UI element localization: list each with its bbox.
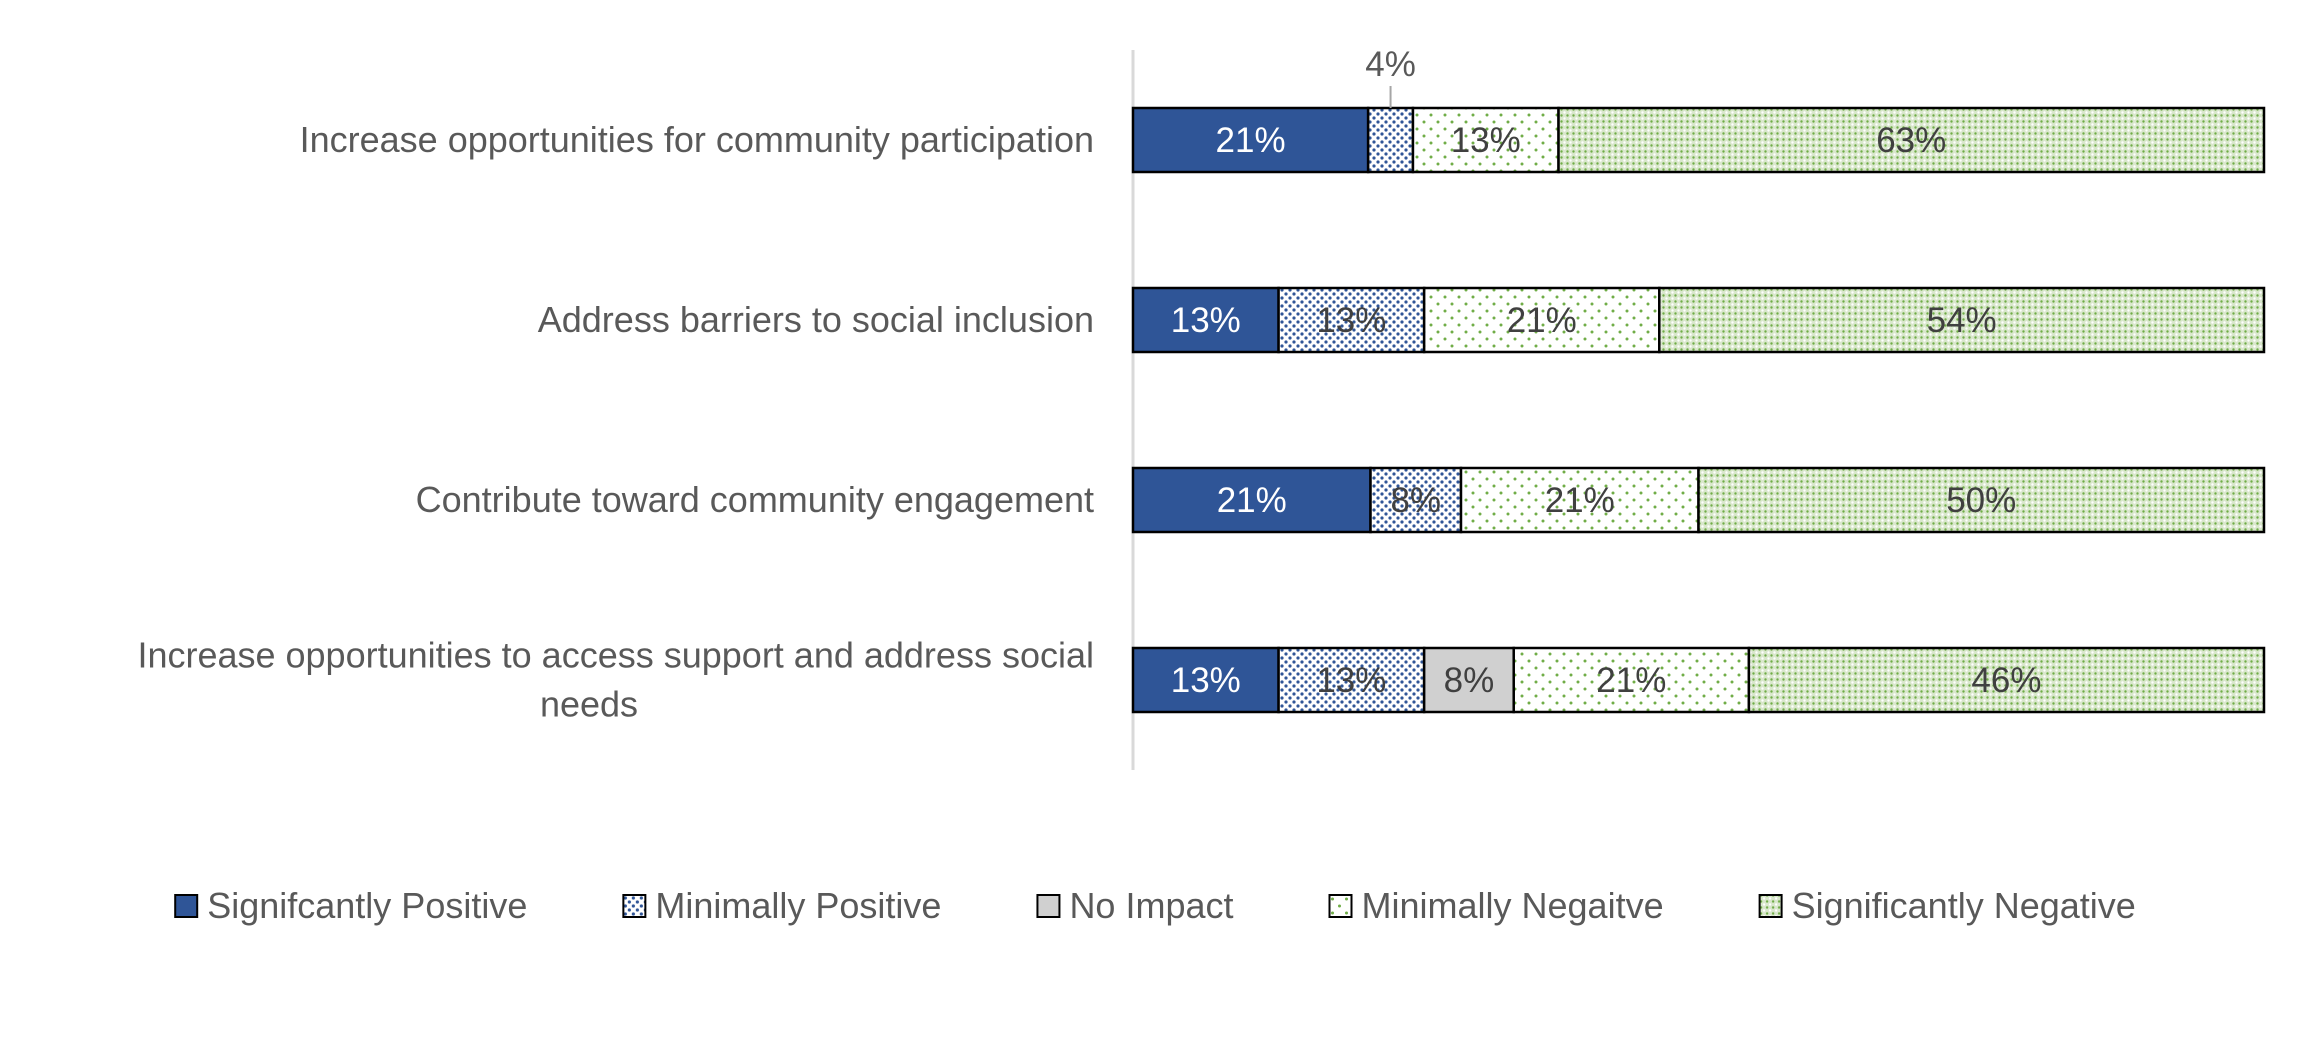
data-label: 21%: [1217, 481, 1287, 520]
data-label: 8%: [1444, 661, 1495, 700]
bar-segment: [1411, 106, 1560, 174]
bar-segment: [1366, 106, 1415, 174]
data-label: 8%: [1390, 481, 1441, 520]
legend-swatch: [1328, 894, 1353, 918]
data-label: 63%: [1876, 121, 1946, 160]
category-label: Increase opportunities to access support…: [137, 635, 1094, 725]
bar-segment: [1658, 286, 2266, 354]
bar-segment: [1747, 646, 2266, 714]
data-label: 54%: [1927, 301, 1997, 340]
legend-label: Minimally Positive: [655, 885, 941, 926]
legend-swatch: [1758, 894, 1783, 918]
legend-label: Signifcantly Positive: [207, 885, 527, 926]
data-label: 21%: [1507, 301, 1577, 340]
legend-item: Signifcantly Positive: [174, 885, 527, 926]
data-label: 50%: [1946, 481, 2016, 520]
legend-item: Minimally Positive: [622, 885, 941, 926]
legend-label: Significantly Negative: [1792, 885, 2136, 926]
category-label: Address barriers to social inclusion: [538, 299, 1094, 340]
bar-segment: [1422, 646, 1515, 714]
legend-item: Minimally Negaitve: [1328, 885, 1664, 926]
bar-segment: [1459, 466, 1700, 534]
data-label: 13%: [1171, 661, 1241, 700]
data-label: 4%: [1365, 45, 1416, 84]
legend-swatch: [1036, 894, 1061, 918]
category-label: Contribute toward community engagement: [416, 479, 1094, 520]
data-label: 13%: [1316, 301, 1386, 340]
legend-swatch: [622, 894, 647, 918]
data-label: 21%: [1216, 121, 1286, 160]
legend-swatch: [174, 894, 199, 918]
data-label: 13%: [1451, 121, 1521, 160]
bar-segment: [1697, 466, 2266, 534]
bar-segment: [1277, 646, 1426, 714]
legend-item: No Impact: [1036, 885, 1234, 926]
category-label: Increase opportunities for community par…: [300, 119, 1094, 160]
data-label: 21%: [1596, 661, 1666, 700]
data-label: 13%: [1171, 301, 1241, 340]
data-label: 21%: [1545, 481, 1615, 520]
bar-segment: [1512, 646, 1751, 714]
legend-label: Minimally Negaitve: [1362, 885, 1664, 926]
bar-segment: [1557, 106, 2266, 174]
legend-label: No Impact: [1069, 885, 1233, 926]
legend-item: Significantly Negative: [1758, 885, 2136, 926]
data-label: 46%: [1971, 661, 2041, 700]
bar-segment: [1369, 466, 1463, 534]
data-label: 13%: [1316, 661, 1386, 700]
